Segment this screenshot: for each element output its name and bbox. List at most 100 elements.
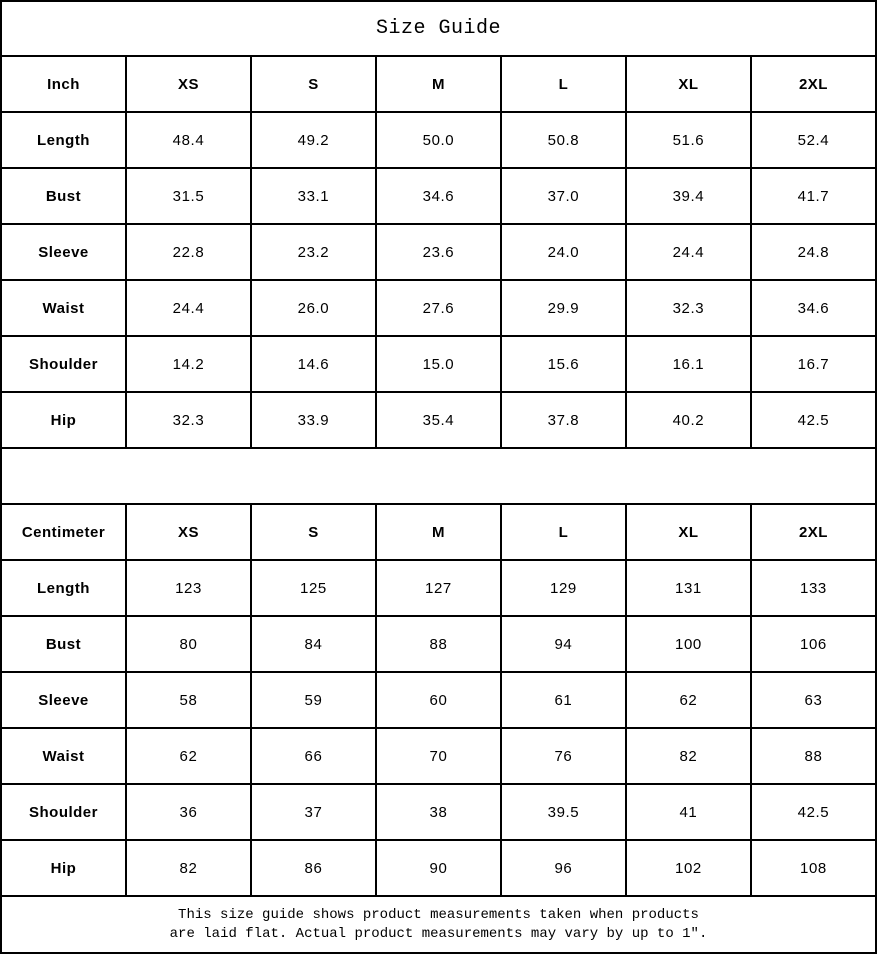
measurement-value: 60	[374, 671, 502, 729]
measurement-value: 96	[499, 839, 627, 897]
cm-size-header-xl: XL	[624, 503, 752, 561]
measurement-value: 37.8	[499, 391, 627, 449]
cm-row-sleeve: Sleeve 58 59 60 61 62 63	[0, 671, 877, 729]
measurement-label: Sleeve	[0, 671, 127, 729]
cm-size-header-s: S	[249, 503, 377, 561]
measurement-value: 32.3	[624, 279, 752, 337]
measurement-value: 37.0	[499, 167, 627, 225]
measurement-value: 24.8	[749, 223, 877, 281]
footer-note-line-2: are laid flat. Actual product measuremen…	[169, 925, 708, 942]
measurement-value: 24.4	[624, 223, 752, 281]
measurement-value: 127	[374, 559, 502, 617]
measurement-value: 39.4	[624, 167, 752, 225]
measurement-value: 63	[749, 671, 877, 729]
cm-unit-label: Centimeter	[0, 503, 127, 561]
measurement-value: 106	[749, 615, 877, 673]
measurement-value: 52.4	[749, 111, 877, 169]
measurement-value: 31.5	[124, 167, 252, 225]
measurement-value: 94	[499, 615, 627, 673]
cm-row-hip: Hip 82 86 90 96 102 108	[0, 839, 877, 897]
measurement-value: 50.8	[499, 111, 627, 169]
measurement-value: 129	[499, 559, 627, 617]
measurement-value: 34.6	[749, 279, 877, 337]
cm-size-header-xs: XS	[124, 503, 252, 561]
measurement-value: 39.5	[499, 783, 627, 841]
measurement-value: 41	[624, 783, 752, 841]
inch-size-header-xs: XS	[124, 55, 252, 113]
inch-size-header-m: M	[374, 55, 502, 113]
measurement-label: Bust	[0, 167, 127, 225]
measurement-value: 82	[624, 727, 752, 785]
measurement-label: Bust	[0, 615, 127, 673]
measurement-value: 80	[124, 615, 252, 673]
measurement-label: Hip	[0, 839, 127, 897]
measurement-label: Length	[0, 111, 127, 169]
spacer-cell	[0, 447, 877, 505]
measurement-value: 33.9	[249, 391, 377, 449]
measurement-value: 58	[124, 671, 252, 729]
measurement-value: 36	[124, 783, 252, 841]
measurement-value: 15.0	[374, 335, 502, 393]
measurement-value: 59	[249, 671, 377, 729]
measurement-value: 50.0	[374, 111, 502, 169]
measurement-value: 15.6	[499, 335, 627, 393]
cm-size-header-m: M	[374, 503, 502, 561]
footer-row: This size guide shows product measuremen…	[0, 895, 877, 954]
cm-row-waist: Waist 62 66 70 76 82 88	[0, 727, 877, 785]
measurement-value: 23.6	[374, 223, 502, 281]
measurement-value: 23.2	[249, 223, 377, 281]
footer-note-line-1: This size guide shows product measuremen…	[178, 906, 699, 923]
page-title: Size Guide	[0, 0, 877, 57]
inch-size-header-s: S	[249, 55, 377, 113]
measurement-label: Hip	[0, 391, 127, 449]
footer-note: This size guide shows product measuremen…	[0, 895, 877, 954]
table-spacer-row	[0, 447, 877, 505]
measurement-value: 27.6	[374, 279, 502, 337]
inch-row-waist: Waist 24.4 26.0 27.6 29.9 32.3 34.6	[0, 279, 877, 337]
measurement-value: 82	[124, 839, 252, 897]
inch-header-row: Inch XS S M L XL 2XL	[0, 55, 877, 113]
title-row: Size Guide	[0, 0, 877, 57]
measurement-value: 48.4	[124, 111, 252, 169]
measurement-value: 37	[249, 783, 377, 841]
measurement-value: 70	[374, 727, 502, 785]
inch-row-sleeve: Sleeve 22.8 23.2 23.6 24.0 24.4 24.8	[0, 223, 877, 281]
measurement-value: 86	[249, 839, 377, 897]
measurement-value: 62	[624, 671, 752, 729]
measurement-value: 125	[249, 559, 377, 617]
measurement-value: 62	[124, 727, 252, 785]
inch-size-header-2xl: 2XL	[749, 55, 877, 113]
measurement-value: 123	[124, 559, 252, 617]
measurement-value: 42.5	[749, 391, 877, 449]
measurement-value: 24.0	[499, 223, 627, 281]
measurement-value: 51.6	[624, 111, 752, 169]
cm-size-header-2xl: 2XL	[749, 503, 877, 561]
measurement-value: 108	[749, 839, 877, 897]
measurement-value: 26.0	[249, 279, 377, 337]
measurement-value: 76	[499, 727, 627, 785]
measurement-value: 102	[624, 839, 752, 897]
measurement-value: 22.8	[124, 223, 252, 281]
measurement-value: 100	[624, 615, 752, 673]
inch-size-header-xl: XL	[624, 55, 752, 113]
measurement-value: 131	[624, 559, 752, 617]
measurement-value: 88	[749, 727, 877, 785]
measurement-label: Waist	[0, 727, 127, 785]
measurement-value: 88	[374, 615, 502, 673]
measurement-label: Shoulder	[0, 783, 127, 841]
measurement-value: 84	[249, 615, 377, 673]
inch-row-hip: Hip 32.3 33.9 35.4 37.8 40.2 42.5	[0, 391, 877, 449]
measurement-value: 35.4	[374, 391, 502, 449]
measurement-label: Sleeve	[0, 223, 127, 281]
cm-header-row: Centimeter XS S M L XL 2XL	[0, 503, 877, 561]
measurement-label: Shoulder	[0, 335, 127, 393]
measurement-value: 90	[374, 839, 502, 897]
measurement-value: 14.2	[124, 335, 252, 393]
measurement-value: 29.9	[499, 279, 627, 337]
measurement-value: 42.5	[749, 783, 877, 841]
measurement-value: 32.3	[124, 391, 252, 449]
measurement-value: 14.6	[249, 335, 377, 393]
measurement-label: Length	[0, 559, 127, 617]
measurement-label: Waist	[0, 279, 127, 337]
